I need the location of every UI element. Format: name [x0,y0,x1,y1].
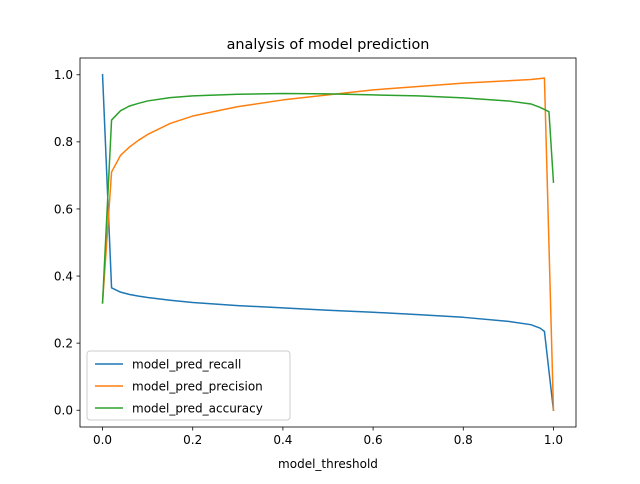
x-tick-label: 0.2 [183,433,202,447]
x-tick-label: 0.8 [454,433,473,447]
y-tick-label: 0.6 [54,202,73,216]
series-line-model_pred_precision [101,77,555,412]
legend-label-model_pred_recall: model_pred_recall [132,357,241,371]
plot-frame [79,57,577,428]
chart-title: analysis of model prediction [227,37,430,53]
series-line-model_pred_recall [101,73,555,412]
y-tick-label: 0.2 [54,336,73,350]
x-tick-label: 0.4 [273,433,292,447]
series-line-model_pred_accuracy [101,92,555,304]
y-tick-label: 0.0 [54,404,73,418]
legend-label-model_pred_accuracy: model_pred_accuracy [132,401,263,415]
legend-box [86,350,291,421]
x-tick-label: 0.0 [93,433,112,447]
y-tick-label: 1.0 [54,68,73,82]
y-tick-label: 0.4 [54,269,73,283]
x-tick-label: 1.0 [544,433,563,447]
x-axis-label: model_threshold [278,457,378,471]
x-tick-label: 0.6 [364,433,383,447]
legend-label-model_pred_precision: model_pred_precision [132,379,263,393]
series-layer [101,73,555,412]
axes-layer: 0.0 0.2 0.4 0.6 0.8 1.0 0.0 0.2 0.4 0.6 0.8 1.0 [54,57,577,447]
legend: model_pred_recall model_pred_precisionmod… [86,350,291,421]
y-tick-label: 0.8 [54,135,73,149]
